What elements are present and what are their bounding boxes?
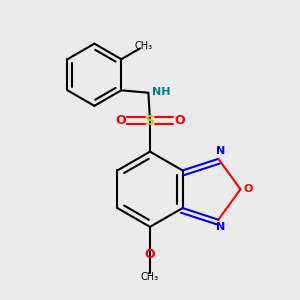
Text: N: N (216, 146, 226, 156)
Text: NH: NH (152, 87, 171, 97)
Text: S: S (145, 114, 155, 128)
Text: O: O (115, 114, 126, 127)
Text: N: N (216, 223, 226, 232)
Text: O: O (145, 248, 155, 260)
Text: O: O (174, 114, 185, 127)
Text: CH₃: CH₃ (141, 272, 159, 282)
Text: CH₃: CH₃ (135, 41, 153, 51)
Text: O: O (244, 184, 253, 194)
